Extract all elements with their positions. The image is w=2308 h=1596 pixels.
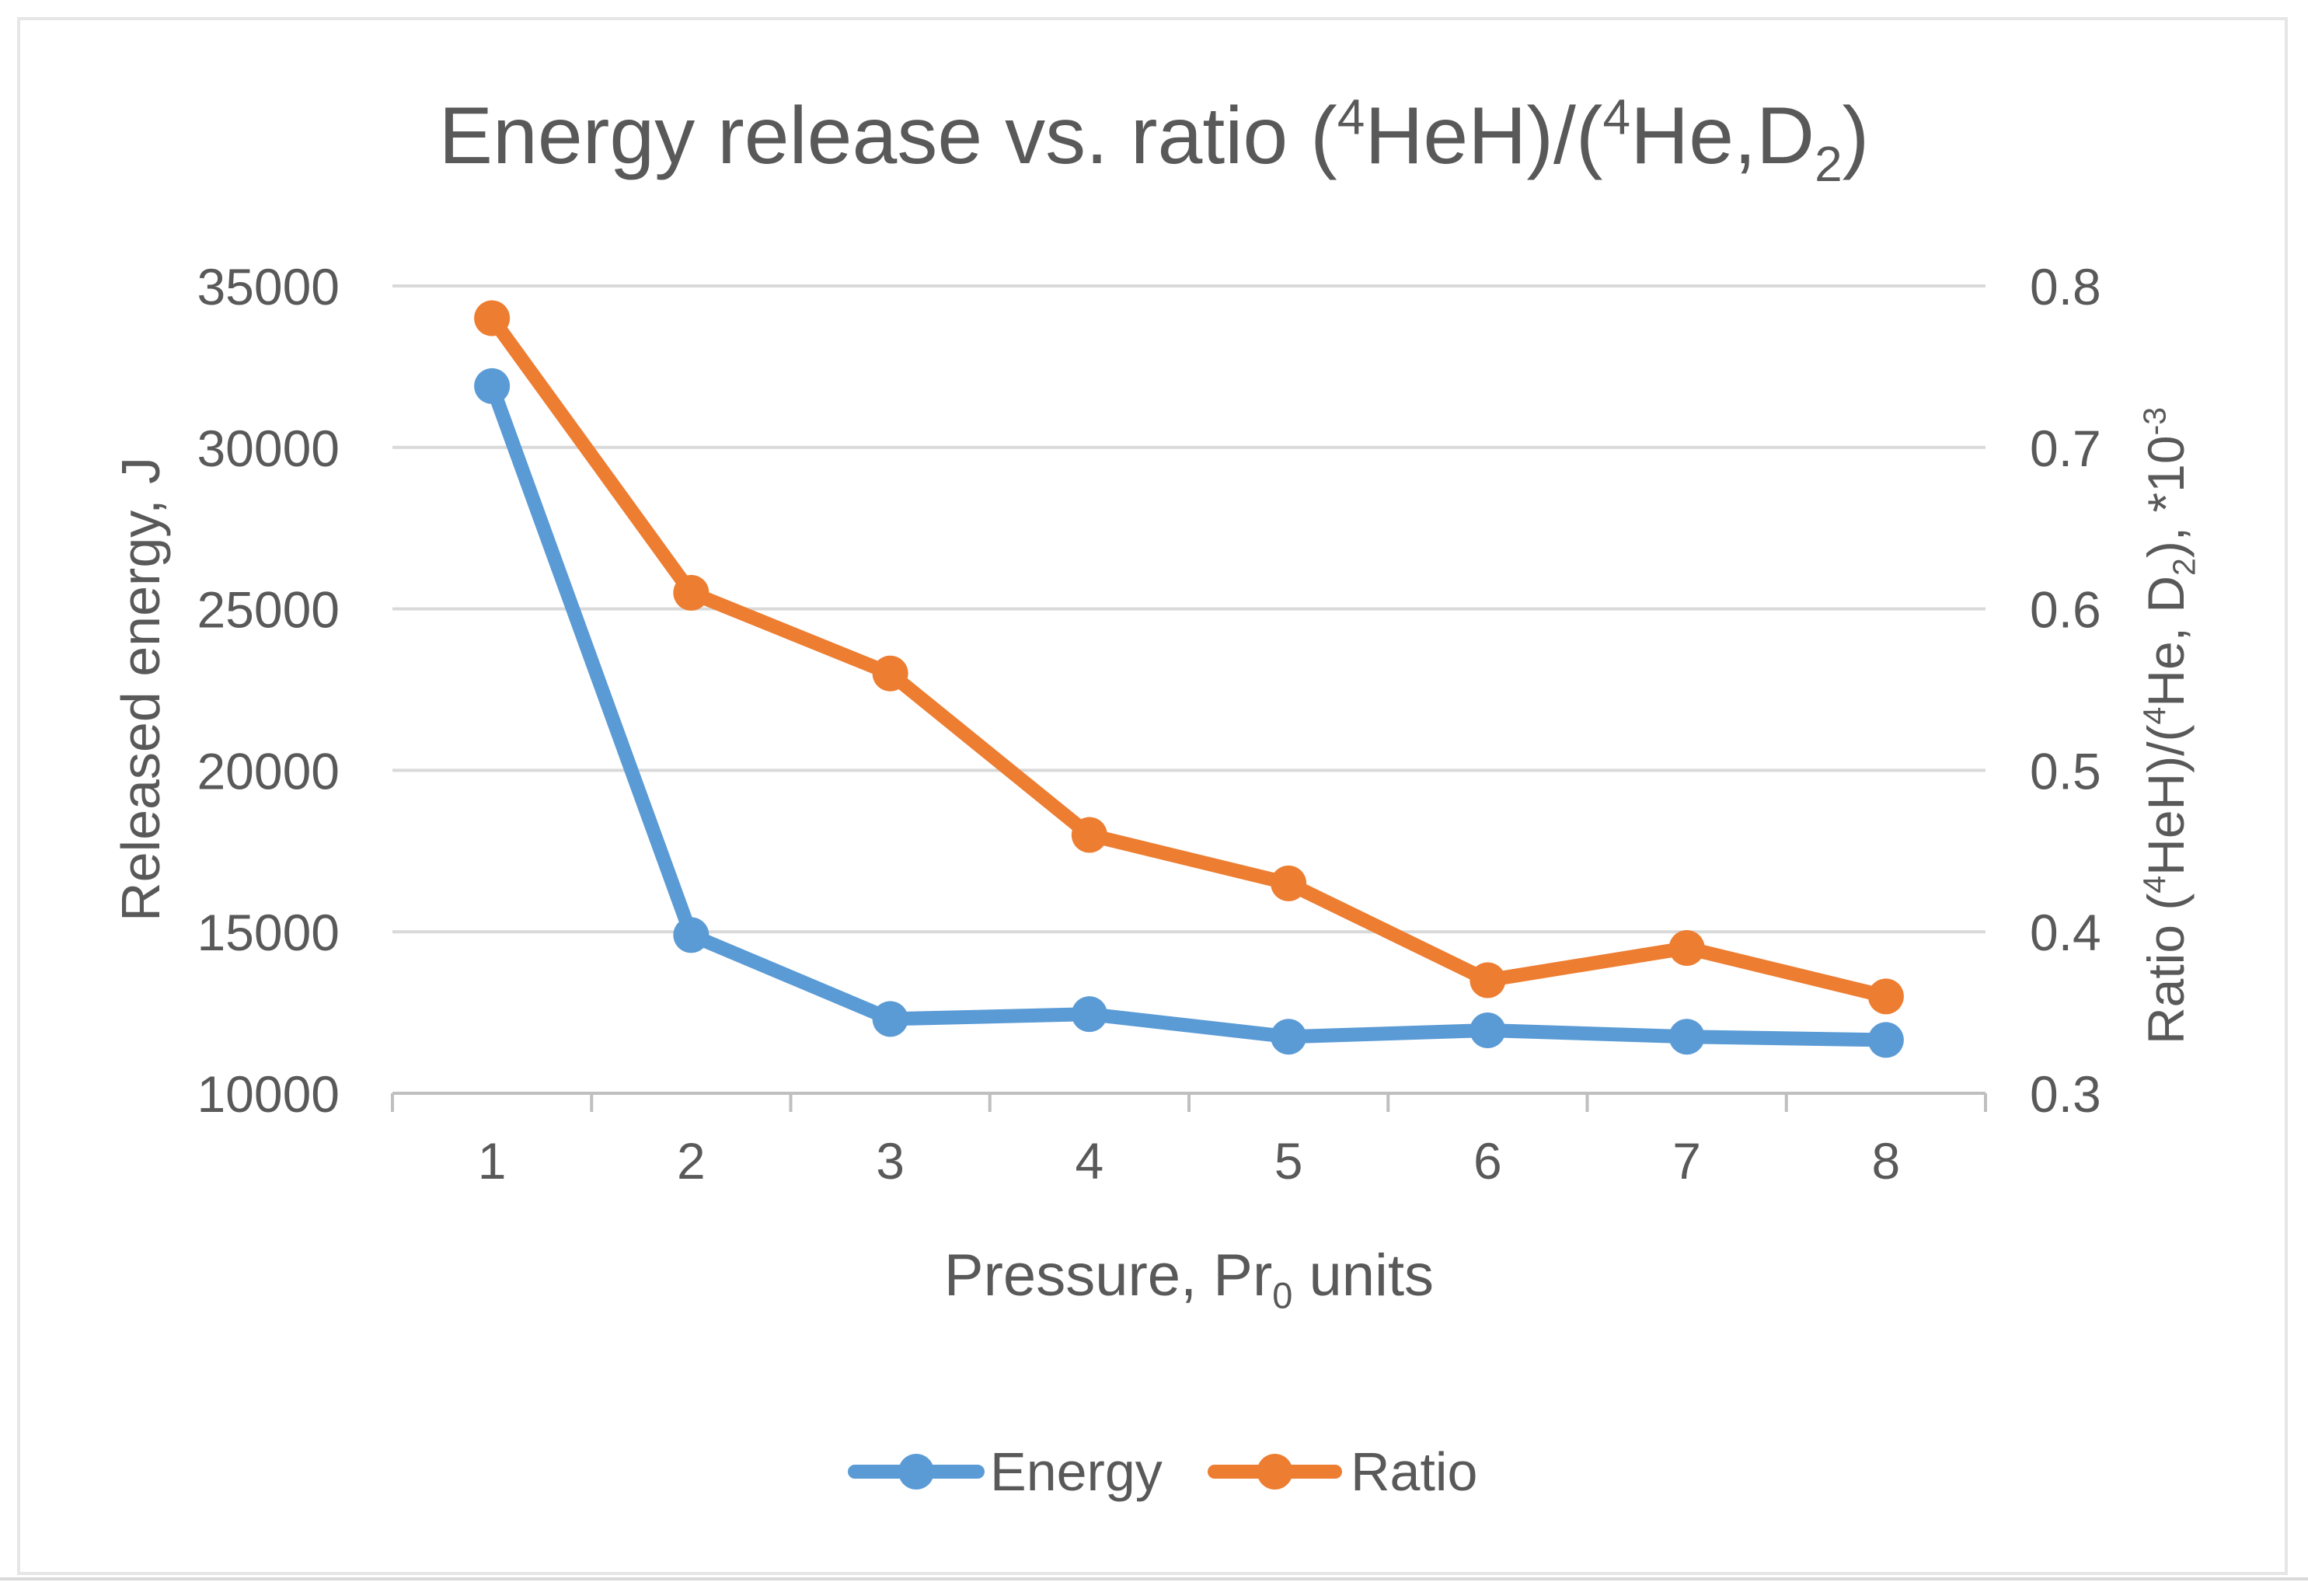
y-axis-left-label: Released energy, J <box>110 457 171 922</box>
text-part: Energy release vs. ratio ( <box>439 91 1337 181</box>
data-point-ratio <box>1470 962 1506 998</box>
text-part: 4 <box>2136 707 2172 725</box>
y-right-tick-label: 0.5 <box>2030 742 2101 800</box>
text-part: ), *10 <box>2137 435 2195 558</box>
series-energy <box>474 368 1904 1058</box>
text-part: 2 <box>2167 558 2202 576</box>
y-left-tick-label: 25000 <box>197 581 340 639</box>
y-left-tick-label: 30000 <box>197 420 340 477</box>
y-right-tick-label: 0.3 <box>2030 1065 2101 1123</box>
text-part: 4 <box>2136 876 2172 894</box>
data-point-ratio <box>1271 865 1307 901</box>
legend-item-energy: Energy <box>848 1441 1163 1502</box>
x-axis-label: Pressure, Pr0 units <box>944 1242 1434 1316</box>
text-part: 4 <box>1337 89 1365 145</box>
text-part: 2 <box>1815 136 1843 192</box>
x-tick-label: 6 <box>1473 1132 1502 1190</box>
text-part: ) <box>1843 91 1870 181</box>
data-point-energy <box>1668 1019 1705 1055</box>
legend-marker <box>898 1454 934 1490</box>
text-part: Ratio ( <box>2137 894 2195 1044</box>
y-right-tick-label: 0.4 <box>2030 904 2101 961</box>
legend-item-ratio: Ratio <box>1208 1441 1477 1502</box>
x-tick-label: 1 <box>478 1132 507 1190</box>
series-layer <box>474 300 1904 1058</box>
data-point-energy <box>1071 996 1107 1033</box>
data-point-ratio <box>673 574 709 611</box>
grid-lines <box>392 284 1986 934</box>
x-tick-label: 5 <box>1274 1132 1303 1190</box>
legend-label: Ratio <box>1351 1441 1477 1502</box>
data-point-ratio <box>1867 978 1904 1015</box>
y-axis-right-label: Ratio (4HeH)/(4He, D2), *10-3 <box>2136 407 2202 1044</box>
x-tick-label: 7 <box>1672 1132 1701 1190</box>
y-axis-right-ticks: 0.3 0.4 0.5 0.6 0.7 0.8 <box>2030 258 2101 1123</box>
legend: Energy Ratio <box>848 1441 1477 1502</box>
text-part: HeH)/( <box>1365 91 1603 181</box>
text-part: 4 <box>1603 89 1631 145</box>
data-point-energy <box>1867 1022 1904 1058</box>
text-part: -3 <box>2136 407 2172 435</box>
data-point-energy <box>1470 1012 1506 1048</box>
data-point-energy <box>872 1001 908 1037</box>
text-part: Pressure, Pr <box>944 1242 1272 1309</box>
series-line-ratio <box>485 311 1893 1004</box>
x-tick-label: 8 <box>1872 1132 1901 1190</box>
data-point-energy <box>474 368 511 404</box>
text-part: He,D <box>1630 91 1815 181</box>
text-part: HeH)/( <box>2137 724 2195 875</box>
text-part: He, D <box>2137 576 2195 707</box>
y-left-tick-label: 35000 <box>197 258 340 315</box>
data-point-ratio <box>1071 817 1107 853</box>
data-point-ratio <box>474 300 511 336</box>
x-axis: 1 2 3 4 5 6 7 8 <box>391 1092 1987 1190</box>
series-line-energy <box>485 378 1893 1047</box>
x-tick-label: 2 <box>677 1132 706 1190</box>
y-right-tick-label: 0.7 <box>2030 420 2101 477</box>
y-left-tick-label: 20000 <box>197 742 340 800</box>
data-point-energy <box>673 917 709 953</box>
series-ratio <box>474 300 1904 1015</box>
y-left-tick-label: 10000 <box>197 1065 340 1123</box>
data-point-ratio <box>872 655 908 692</box>
y-right-tick-label: 0.8 <box>2030 258 2101 315</box>
legend-marker <box>1257 1454 1293 1490</box>
y-axis-left-ticks: 10000 15000 20000 25000 30000 35000 <box>197 258 340 1123</box>
y-left-tick-label: 15000 <box>197 904 340 961</box>
text-part: units <box>1292 1242 1434 1309</box>
chart-frame <box>17 17 2288 1575</box>
text-part: 0 <box>1272 1275 1292 1316</box>
x-tick-label: 3 <box>876 1132 905 1190</box>
legend-label: Energy <box>990 1441 1163 1502</box>
data-point-energy <box>1271 1019 1307 1055</box>
chart-title: Energy release vs. ratio (4HeH)/(4He,D2) <box>439 89 1870 192</box>
bottom-rule <box>0 1577 2308 1580</box>
data-point-ratio <box>1668 929 1705 966</box>
x-tick-label: 4 <box>1076 1132 1104 1190</box>
y-right-tick-label: 0.6 <box>2030 581 2101 639</box>
